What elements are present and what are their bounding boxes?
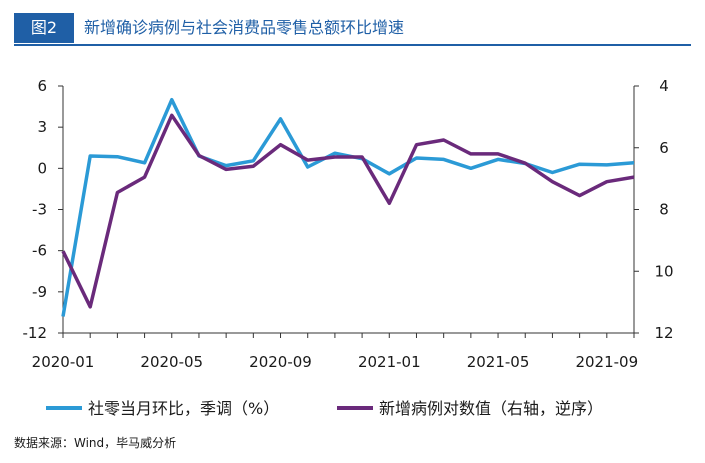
right-tick-label: 10 <box>654 262 673 280</box>
series-new-cases-line <box>61 113 635 309</box>
x-tick-label: 2021-01 <box>358 353 421 371</box>
right-tick-label: 6 <box>659 139 669 157</box>
x-tick-label: 2020-05 <box>140 353 203 371</box>
legend-label-retail: 社零当月环比，季调（%） <box>88 399 279 418</box>
figure-label: 图2 <box>14 13 74 43</box>
right-tick-label: 8 <box>659 201 669 219</box>
x-tick-label: 2021-09 <box>575 353 638 371</box>
left-tick-label: -12 <box>23 324 48 342</box>
legend-label-new-cases: 新增病例对数值（右轴，逆序） <box>379 399 603 418</box>
right-tick-label: 12 <box>654 324 673 342</box>
x-tick-label: 2020-01 <box>32 353 95 371</box>
left-tick-label: 3 <box>37 118 47 136</box>
left-tick-label: 6 <box>37 77 47 95</box>
figure-header: 图2 新增确诊病例与社会消费品零售总额环比增速 <box>14 13 691 47</box>
source-note: 数据来源：Wind，毕马威分析 <box>14 436 177 450</box>
x-tick-label: 2021-05 <box>467 353 530 371</box>
left-tick-label: -6 <box>32 242 47 260</box>
left-tick-label: -3 <box>32 201 47 219</box>
series-retail-mom-line <box>61 97 635 317</box>
header-rule <box>14 44 691 46</box>
figure-title: 新增确诊病例与社会消费品零售总额环比增速 <box>84 18 405 37</box>
right-tick-label: 4 <box>659 77 669 95</box>
left-tick-label: -9 <box>32 283 47 301</box>
x-tick-label: 2020-09 <box>249 353 312 371</box>
left-tick-label: 0 <box>37 159 47 177</box>
